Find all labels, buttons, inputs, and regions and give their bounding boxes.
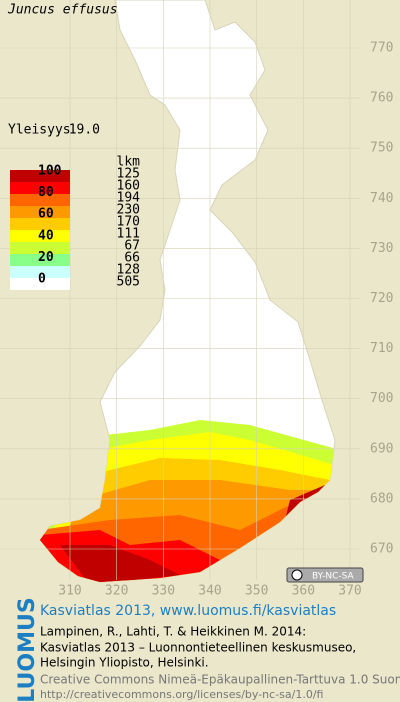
x-tick-label: 370 <box>338 584 361 599</box>
y-tick-label: 670 <box>370 542 393 557</box>
legend-scale-label: 40 <box>38 228 54 243</box>
x-tick-label: 340 <box>198 584 221 599</box>
legend-count: 66 <box>124 251 140 266</box>
frequency-value: 19.0 <box>69 123 100 138</box>
legend-count: 67 <box>124 239 140 254</box>
legend-swatch <box>10 278 70 290</box>
y-tick-label: 690 <box>370 441 393 456</box>
y-tick-label: 720 <box>370 291 393 306</box>
grid: 310 320 330 340 350 360 370 770 760 750 740 730 720 7… <box>0 0 393 599</box>
zone <box>60 545 180 582</box>
legend-swatch <box>10 206 70 218</box>
legend-count: 194 <box>117 191 141 206</box>
y-tick-label: 710 <box>370 341 393 356</box>
y-tick-label: 700 <box>370 391 393 406</box>
license-line: Creative Commons Nimeä-Epäkaupallinen-Ta… <box>40 673 400 687</box>
y-tick-label: 760 <box>370 91 393 106</box>
license-badge: BY-NC-SA <box>286 567 364 583</box>
legend-swatch <box>10 254 70 266</box>
y-tick-label: 770 <box>370 41 393 56</box>
badge-box <box>286 567 364 583</box>
frequency-label: Yleisyys <box>8 123 71 138</box>
legend-count: 170 <box>117 215 140 230</box>
legend-scale-label: 0 <box>38 272 46 287</box>
citation-line: Lampinen, R., Lahti, T. & Heikkinen M. 2… <box>40 625 306 639</box>
citation-line: Kasviatlas 2013 – Luonnontieteellinen ke… <box>40 641 356 655</box>
legend-swatch <box>10 182 70 194</box>
y-tick-label: 680 <box>370 491 393 506</box>
brand: LUOMUS <box>15 597 40 702</box>
legend-count: 128 <box>117 263 140 278</box>
license-line: http://creativecommons.org/licenses/by-n… <box>40 688 323 701</box>
legend-scale-label: 100 <box>38 164 62 179</box>
legend-swatch <box>10 170 70 182</box>
x-tick-label: 310 <box>58 584 81 599</box>
legend-swatch <box>10 194 70 206</box>
legend-count: 505 <box>117 275 140 290</box>
citation-line: Helsingin Yliopisto, Helsinki. <box>40 656 209 670</box>
badge-text: BY-NC-SA <box>312 572 355 582</box>
legend-count: 111 <box>117 227 140 242</box>
legend-scale-label: 80 <box>38 185 54 200</box>
legend-count: 125 <box>117 167 140 182</box>
legend-scale-label: 20 <box>38 250 54 265</box>
x-tick-label: 320 <box>105 584 128 599</box>
legend-header: lkm <box>117 155 141 170</box>
legend-count: 160 <box>117 179 140 194</box>
footer-heading: Kasviatlas 2013, www.luomus.fi/kasviatla… <box>40 603 336 619</box>
legend-swatch <box>10 218 70 230</box>
x-tick-label: 350 <box>245 584 268 599</box>
y-tick-label: 730 <box>370 241 393 256</box>
x-tick-label: 330 <box>152 584 175 599</box>
legend-swatch <box>10 230 70 242</box>
legend-swatch <box>10 266 70 278</box>
cc-icon <box>291 569 303 581</box>
legend-scale-label: 60 <box>38 207 54 222</box>
x-tick-label: 360 <box>292 584 315 599</box>
legend-swatch <box>10 242 70 254</box>
y-tick-label: 740 <box>370 191 393 206</box>
legend-count: 230 <box>117 203 140 218</box>
species-title: Juncus effusus <box>7 3 118 18</box>
y-tick-label: 750 <box>370 141 393 156</box>
